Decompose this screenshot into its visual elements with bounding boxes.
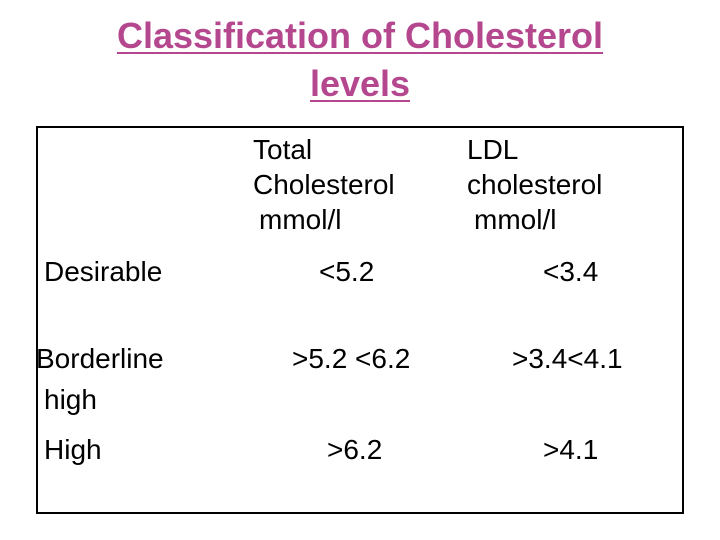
ldl-header-line-1: LDL	[467, 134, 519, 165]
row-high-category: High	[44, 434, 102, 465]
row-borderline-total: >5.2 <6.2	[292, 343, 411, 374]
cholesterol-classification-table	[36, 126, 684, 514]
total-header-line-2: Cholesterol	[253, 169, 395, 200]
row-borderline-ldl: >3.4<4.1	[512, 343, 623, 374]
row-high-total: >6.2	[327, 434, 383, 465]
row-borderline-category-line-2: high	[44, 384, 97, 415]
row-desirable-total: <5.2	[319, 256, 375, 287]
row-desirable-category: Desirable	[44, 256, 163, 287]
row-desirable-ldl: <3.4	[543, 256, 599, 287]
total-header-line-3: mmol/l	[259, 204, 342, 235]
row-high-ldl: >4.1	[543, 434, 599, 465]
page-title-line-2: levels	[309, 63, 411, 104]
total-header-line-1: Total	[253, 134, 313, 165]
page-title: Classification of Cholesterol levels	[60, 12, 660, 108]
page-title-line-1: Classification of Cholesterol	[116, 15, 604, 56]
row-borderline-category-line-1: Borderline	[36, 343, 164, 374]
ldl-header-line-3: mmol/l	[474, 204, 557, 235]
ldl-header-line-2: cholesterol	[467, 169, 603, 200]
